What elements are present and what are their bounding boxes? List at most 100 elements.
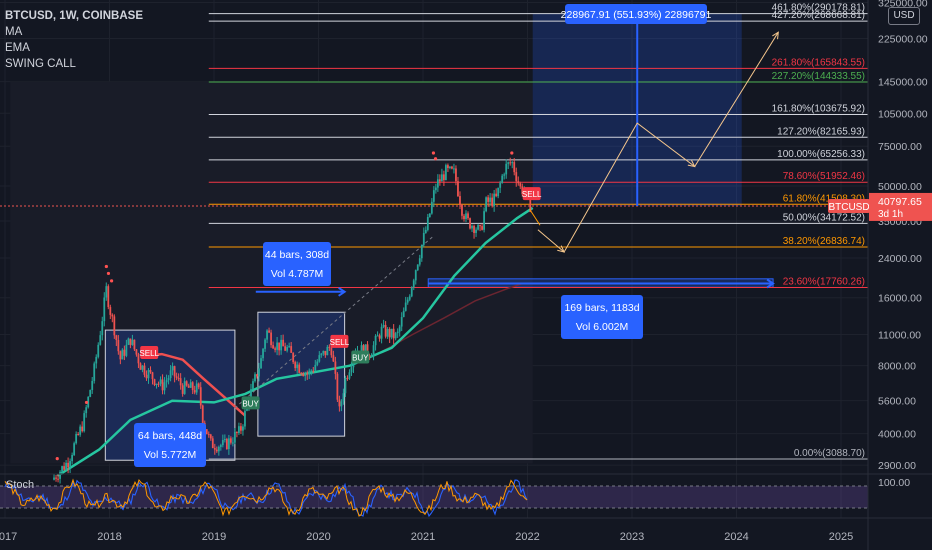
candle-body: [278, 342, 281, 351]
candle-body: [326, 346, 329, 356]
candle-body: [368, 355, 371, 358]
candle-body: [266, 330, 268, 340]
candle-body: [328, 346, 331, 348]
candle-body: [53, 477, 55, 480]
candle-body: [197, 383, 200, 388]
candle-body: [127, 338, 130, 345]
price-tick-label: 225000.00: [878, 34, 928, 46]
price-axis[interactable]: 2900.00 4000.00 5600.00 8000.00 11000.00 1600…: [828, 0, 932, 550]
projection-arrow-head: [687, 160, 696, 168]
candle-body: [398, 326, 401, 332]
candle-body: [207, 434, 210, 436]
price-tick-label: 24000.00: [878, 253, 922, 265]
indicator-ema[interactable]: EMA: [5, 42, 30, 54]
candle-body: [159, 379, 162, 384]
candle-body: [99, 335, 102, 345]
symbol-title[interactable]: BTCUSD, 1W, COINBASE: [5, 10, 144, 22]
candle-body: [394, 333, 397, 339]
candle-body: [334, 361, 337, 374]
candle-body: [231, 442, 234, 444]
candle-body: [177, 377, 180, 379]
stoch-subchart[interactable]: Stoch 100.00: [0, 473, 932, 518]
candle-body: [270, 332, 272, 346]
candle-body: [406, 299, 409, 303]
price-tick-label: 2900.00: [878, 460, 916, 472]
swing-dot: [55, 457, 59, 461]
candle-body: [145, 374, 148, 379]
ema-line: [56, 206, 534, 477]
candle-body: [67, 462, 70, 468]
candle-body: [296, 364, 299, 369]
measure-label-box: [565, 4, 707, 24]
time-tick-label: 2018: [97, 531, 121, 543]
candle-body: [497, 187, 500, 197]
candle-body: [55, 477, 57, 479]
candle-body: [69, 461, 72, 468]
candle-body: [193, 390, 196, 393]
candle-body: [123, 349, 126, 356]
time-tick-label: 2017: [0, 531, 17, 543]
candle-body: [199, 387, 202, 406]
candle-body: [294, 362, 297, 369]
projection-path: [537, 31, 779, 253]
currency-badge[interactable]: USD: [888, 7, 920, 25]
price-value-tag: [869, 192, 932, 221]
candle-body: [229, 438, 232, 443]
time-axis[interactable]: 2017 2018 2019 2020 2021 2022 2023 2024 2025: [0, 517, 932, 543]
price-tick-label: 4000.00: [878, 429, 916, 441]
candle-body: [59, 471, 61, 479]
fib-label: 50.00%(34172.52): [783, 212, 865, 223]
candle-body: [282, 339, 285, 347]
range-label-3-text: Vol 6.002M: [576, 321, 629, 333]
fib-label: 227.20%(144333.55): [772, 71, 865, 82]
candle-body: [503, 174, 506, 176]
candle-body: [211, 438, 214, 449]
fib-label: 78.60%(51952.46): [783, 171, 865, 182]
indicator-swing-call[interactable]: SWING CALL: [5, 58, 76, 70]
price-tick-label: 325000.00: [878, 0, 928, 9]
candle-body: [493, 193, 496, 206]
candle-body: [408, 296, 411, 300]
buy-signal-badge: [351, 350, 370, 364]
candle-body: [256, 374, 258, 377]
fib-label: 100.00%(65256.33): [777, 149, 865, 160]
candle-body: [97, 344, 100, 357]
candle-body: [175, 376, 178, 378]
candle-body: [521, 186, 524, 195]
sell-signal-label: SELL: [330, 338, 350, 347]
candle-body: [501, 175, 504, 183]
long-ma-line: [380, 282, 523, 353]
candle-body: [416, 264, 419, 271]
candle-body: [161, 379, 164, 391]
candle-body: [519, 183, 522, 187]
candle-body: [242, 426, 244, 431]
candle-body: [340, 401, 343, 407]
candle-body: [171, 366, 174, 371]
candle-body: [511, 162, 514, 164]
fib-label: 461.80%(290178.81): [772, 3, 865, 14]
fib-label: 427.20%(268668.81): [772, 10, 865, 21]
candle-body: [388, 329, 391, 338]
indicator-ma[interactable]: MA: [5, 26, 23, 38]
candle-body: [167, 378, 170, 381]
candle-body: [390, 328, 393, 338]
candle-body: [117, 340, 120, 352]
candle-body: [151, 372, 154, 380]
stoch-band: [0, 486, 868, 508]
candle-body: [109, 307, 112, 315]
candle-body: [225, 439, 228, 450]
candle-body: [529, 193, 532, 212]
candle-body: [155, 383, 158, 386]
candle-body: [344, 377, 347, 394]
candle-body: [290, 346, 293, 353]
swing-dot: [106, 271, 111, 276]
stoch-tick: 100.00: [878, 477, 910, 489]
price-tick-label: 8000.00: [878, 361, 916, 373]
candle-body: [221, 440, 224, 446]
candle-body: [262, 348, 264, 359]
candle-body: [236, 432, 238, 434]
candle-body: [360, 345, 363, 355]
candle-body: [105, 286, 108, 298]
